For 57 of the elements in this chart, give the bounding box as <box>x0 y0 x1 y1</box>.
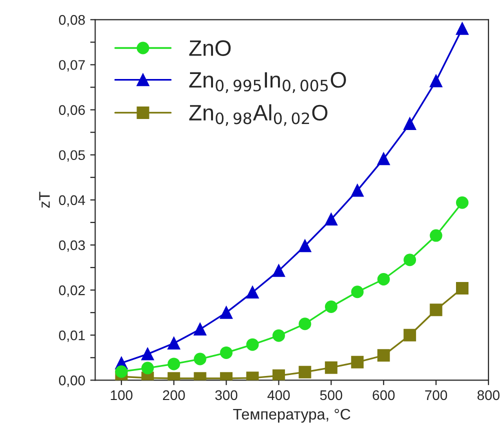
point <box>324 361 338 374</box>
x-tick-label: 200 <box>162 390 185 400</box>
y-tick-label: 0,02 <box>58 285 85 297</box>
point <box>404 254 416 266</box>
x-tick-label: 700 <box>425 390 448 400</box>
legend-label: ZnO <box>189 40 231 56</box>
x-tick-label: 600 <box>372 390 395 400</box>
x-tick-label: 100 <box>110 390 132 400</box>
y-tick-label: 0,04 <box>58 195 86 207</box>
point <box>168 358 180 370</box>
x-axis-title: Температура, °C <box>233 408 350 423</box>
x-tick-label: 400 <box>267 390 290 400</box>
legend-label: Zn$_{0,995}$In$_{0,005}$O <box>189 72 346 94</box>
point <box>430 229 442 242</box>
point <box>404 328 416 342</box>
y-tick-label: 0,07 <box>58 60 85 72</box>
point <box>456 196 469 209</box>
point <box>351 356 364 368</box>
point <box>272 329 285 342</box>
point <box>404 118 416 130</box>
point <box>324 300 338 313</box>
y-tick-label: 0,05 <box>58 150 85 162</box>
legend-label: Zn$_{0,98}$Al$_{0,02}$O <box>189 104 328 126</box>
point <box>456 22 469 35</box>
point <box>351 286 364 298</box>
point <box>115 365 128 378</box>
point <box>298 240 312 252</box>
point <box>430 74 442 88</box>
point <box>272 264 285 277</box>
point <box>324 213 338 226</box>
y-tick-label: 0,01 <box>58 330 85 342</box>
point <box>194 352 206 366</box>
point <box>194 323 206 336</box>
point <box>141 348 154 360</box>
x-tick-label: 800 <box>477 390 500 400</box>
point <box>298 366 312 378</box>
point <box>272 369 285 380</box>
point <box>377 272 390 286</box>
point <box>430 304 442 316</box>
y-tick-label: 0,08 <box>58 15 85 26</box>
y-axis-title: zT <box>39 192 50 208</box>
point <box>220 306 233 319</box>
y-tick-label: 0,06 <box>58 105 85 117</box>
y-tick-label: 0,00 <box>58 376 85 387</box>
point <box>377 152 390 166</box>
point <box>246 338 259 351</box>
point <box>298 318 312 330</box>
point <box>168 336 180 350</box>
point <box>246 286 259 299</box>
point <box>220 346 233 359</box>
x-tick-label: 300 <box>215 390 238 400</box>
point <box>377 349 390 362</box>
x-tick-label: 500 <box>320 390 342 400</box>
point <box>456 282 469 295</box>
point <box>351 184 364 197</box>
y-tick-label: 0,03 <box>58 240 85 252</box>
point <box>141 362 154 374</box>
